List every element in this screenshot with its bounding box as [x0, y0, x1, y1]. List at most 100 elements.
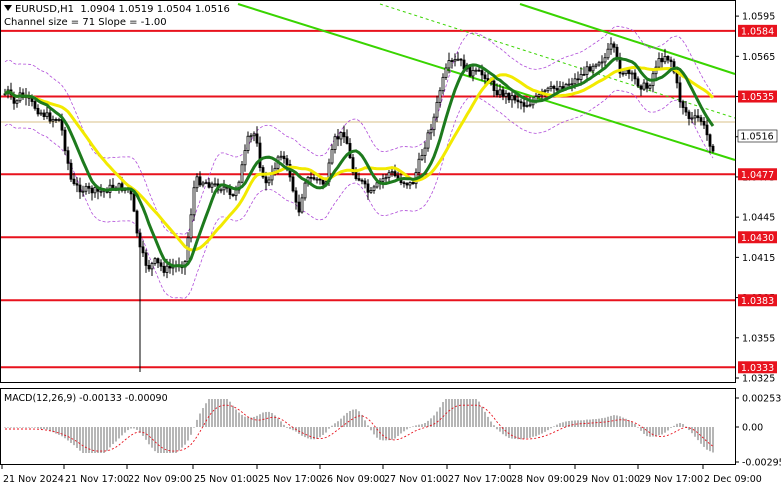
level-tag: [738, 168, 777, 181]
time-tick-label: 21 Nov 2024: [3, 474, 64, 485]
candle-body: [636, 78, 640, 87]
candle-body: [207, 182, 211, 188]
candle-body: [669, 59, 673, 63]
candle-body: [573, 78, 577, 85]
level-tag-label: 1.0477: [741, 170, 774, 181]
candle-body: [156, 258, 160, 264]
candle-body: [600, 61, 604, 64]
candle-body: [264, 176, 268, 184]
macd-bar: [589, 419, 591, 427]
macd-bar: [643, 427, 645, 434]
macd-bar: [541, 427, 543, 434]
macd-bar: [511, 427, 513, 439]
candle-body: [375, 182, 379, 188]
macd-bar: [250, 417, 252, 427]
macd-bar: [409, 427, 411, 428]
candle-body: [300, 197, 304, 213]
candle-body: [150, 263, 154, 270]
macd-bar: [598, 418, 600, 427]
macd-bar: [205, 403, 207, 427]
macd-bar: [652, 427, 654, 437]
candle-body: [426, 132, 430, 149]
price-tick-label: 1.0415: [742, 253, 775, 264]
candle-body: [333, 136, 337, 150]
candle-body: [192, 187, 196, 216]
macd-bar: [418, 424, 420, 427]
candle-body: [291, 176, 295, 192]
candle-body: [495, 90, 499, 96]
macd-bar: [271, 413, 273, 427]
candle-body: [369, 190, 373, 193]
macd-bar: [448, 399, 450, 427]
macd-bar: [562, 422, 564, 427]
macd-bar: [196, 419, 198, 427]
candle-body: [621, 72, 625, 75]
candle-body: [336, 136, 340, 140]
dropdown-triangle-icon[interactable]: [4, 5, 12, 11]
level-tag: [738, 294, 777, 307]
time-tick-label: 21 Nov 17:00: [65, 474, 129, 485]
macd-bar: [304, 427, 306, 438]
macd-bar: [469, 399, 471, 427]
macd-bar: [376, 427, 378, 438]
channel-info: Channel size = 71 Slope = -1.00: [4, 17, 167, 28]
macd-bar: [481, 406, 483, 427]
candle-body: [72, 178, 76, 185]
macd-bar: [586, 419, 588, 427]
candle-body: [537, 94, 541, 97]
candle-body: [633, 72, 637, 80]
lower-band-line: [4, 89, 714, 299]
macd-bar: [16, 427, 18, 428]
candle-body: [33, 101, 37, 109]
candle-body: [357, 178, 361, 181]
macd-bar: [55, 427, 57, 434]
macd-bar: [277, 418, 279, 427]
candle-body: [57, 119, 61, 121]
macd-bar: [520, 427, 522, 440]
candle-body: [453, 59, 457, 62]
candle-body: [450, 60, 454, 62]
macd-bar: [43, 427, 45, 430]
price-tick-label: 1.0355: [742, 333, 775, 344]
macd-bar: [22, 427, 24, 428]
candle-body: [120, 183, 124, 191]
macd-bar: [538, 427, 540, 435]
macd-bar: [397, 427, 399, 437]
macd-bar: [274, 415, 276, 427]
level-tag-label: 1.0333: [741, 363, 774, 374]
candle-body: [435, 101, 439, 118]
macd-bar: [550, 427, 552, 429]
candle-body: [612, 43, 616, 48]
macd-bar: [529, 427, 531, 438]
candle-body: [510, 95, 514, 101]
macd-bar: [346, 412, 348, 427]
candle-body: [381, 178, 385, 182]
macd-bar: [310, 427, 312, 440]
candle-body: [87, 185, 91, 189]
macd-bar: [229, 401, 231, 427]
candle-body: [408, 182, 412, 186]
macd-bar: [379, 427, 381, 440]
macd-bar: [436, 411, 438, 427]
candle-body: [63, 129, 67, 152]
macd-bar: [115, 427, 117, 442]
candle-body: [663, 56, 667, 63]
time-tick-label: 22 Nov 09:00: [128, 474, 192, 485]
macd-bar: [367, 425, 369, 427]
macd-bar: [694, 427, 696, 437]
macd-bar: [451, 399, 453, 427]
macd-bar: [340, 418, 342, 427]
macd-bar: [133, 427, 135, 429]
macd-bar: [142, 427, 144, 436]
macd-bar: [70, 427, 72, 443]
macd-tick-label: 0.00: [742, 423, 763, 434]
candle-body: [438, 90, 442, 103]
macd-bar: [688, 427, 690, 431]
macd-bar: [358, 411, 360, 427]
macd-bar: [130, 427, 132, 429]
macd-bar: [334, 423, 336, 427]
candle-body: [345, 136, 349, 144]
macd-bar: [634, 423, 636, 427]
candle-body: [219, 189, 223, 192]
